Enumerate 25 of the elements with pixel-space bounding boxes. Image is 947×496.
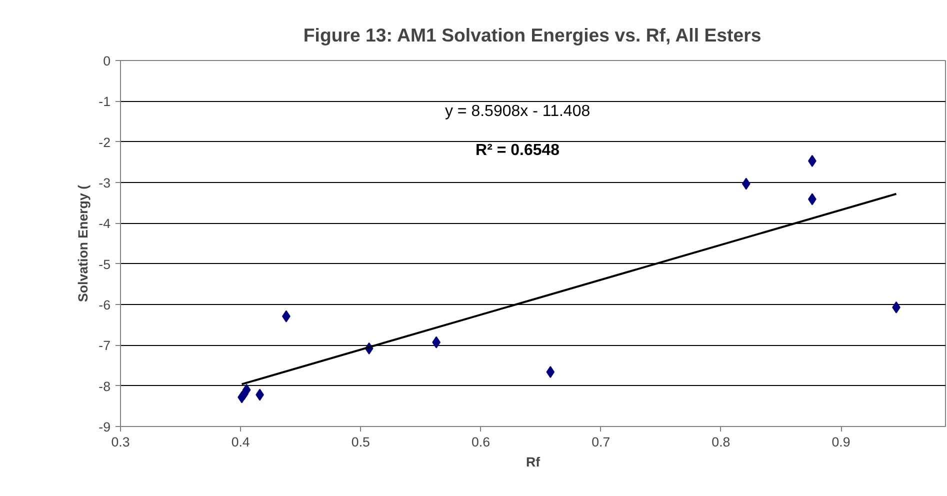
x-tick-label: 0.4 bbox=[231, 434, 250, 450]
point bbox=[546, 366, 555, 378]
y-tick-label: -6 bbox=[98, 298, 111, 312]
point bbox=[742, 178, 750, 190]
y-axis-title: Solvation Energy ( bbox=[76, 184, 91, 302]
x-tick-label: 0.9 bbox=[832, 434, 850, 450]
x-tick-label: 0.5 bbox=[351, 434, 370, 450]
y-tick-label: -1 bbox=[98, 94, 111, 110]
y-tick-label: -7 bbox=[98, 338, 111, 354]
annotation: y = 8.5908x - 11.408 bbox=[444, 103, 590, 120]
x-tick-label: 0.7 bbox=[592, 434, 610, 450]
y-tick-label: -2 bbox=[98, 134, 111, 150]
annotation: R² = 0.6548 bbox=[476, 142, 560, 159]
y-tick-label: -9 bbox=[98, 420, 111, 434]
y-tick-label: 0 bbox=[103, 54, 111, 68]
point bbox=[242, 384, 251, 396]
y-tick-label: -4 bbox=[98, 216, 112, 232]
y-tick-label: -8 bbox=[98, 378, 111, 394]
x-tick-label: 0.6 bbox=[472, 434, 490, 450]
x-tick-label: 0.8 bbox=[712, 434, 730, 450]
x-axis-title: Rf bbox=[526, 454, 541, 470]
y-tick-label: -3 bbox=[98, 176, 111, 190]
chart-title: Figure 13: AM1 Solvation Energies vs. Rf, All Esters bbox=[303, 24, 762, 46]
x-tick-label: 0.3 bbox=[111, 434, 130, 450]
y-tick-label: -5 bbox=[98, 256, 111, 272]
